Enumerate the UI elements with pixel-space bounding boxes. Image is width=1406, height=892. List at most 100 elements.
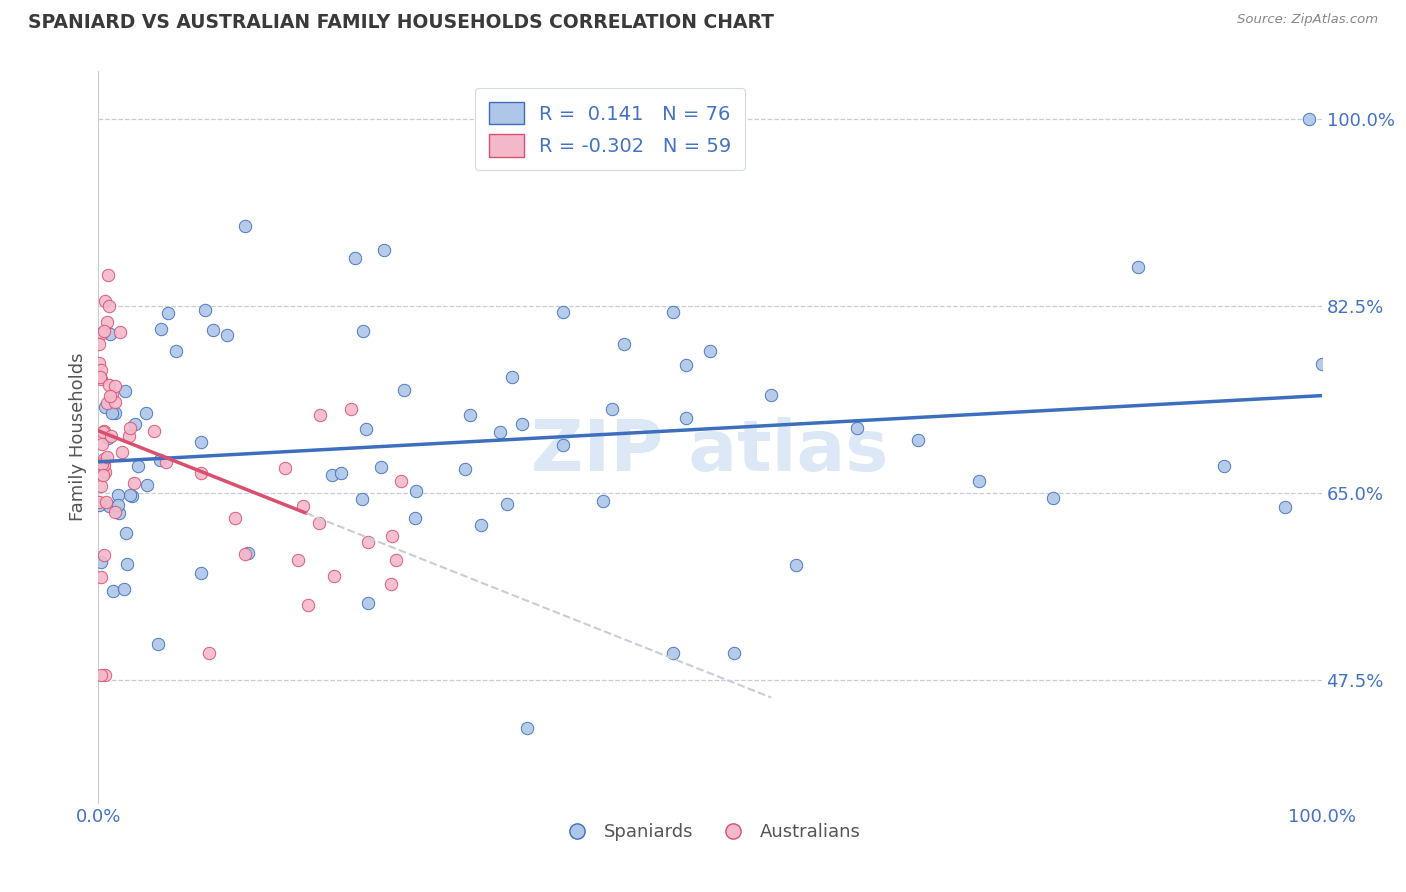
Point bbox=[845, 420, 868, 434]
Point bbox=[389, 474, 412, 488]
Point bbox=[785, 558, 807, 572]
Point bbox=[91, 468, 114, 483]
Point bbox=[91, 457, 114, 471]
Point bbox=[1212, 459, 1234, 474]
Point bbox=[90, 667, 112, 681]
Point bbox=[495, 497, 517, 511]
Point bbox=[101, 406, 124, 420]
Point bbox=[93, 667, 115, 681]
Point bbox=[404, 511, 426, 525]
Point bbox=[124, 417, 146, 431]
Text: ZIP atlas: ZIP atlas bbox=[531, 417, 889, 486]
Point bbox=[94, 466, 117, 480]
Point bbox=[150, 322, 173, 336]
Point bbox=[454, 462, 477, 476]
Point bbox=[146, 637, 169, 651]
Point bbox=[515, 721, 537, 735]
Point bbox=[101, 583, 124, 598]
Point bbox=[292, 499, 315, 513]
Point bbox=[323, 568, 346, 582]
Point bbox=[90, 555, 112, 569]
Y-axis label: Family Households: Family Households bbox=[69, 353, 87, 521]
Point bbox=[98, 299, 121, 313]
Text: Source: ZipAtlas.com: Source: ZipAtlas.com bbox=[1237, 13, 1378, 27]
Point bbox=[354, 422, 377, 436]
Point bbox=[120, 488, 142, 502]
Point bbox=[675, 411, 697, 425]
Point bbox=[127, 458, 149, 473]
Point bbox=[135, 406, 157, 420]
Point bbox=[142, 424, 165, 438]
Point bbox=[96, 396, 118, 410]
Point bbox=[118, 421, 141, 435]
Point bbox=[233, 219, 256, 234]
Point bbox=[287, 553, 309, 567]
Point bbox=[98, 389, 121, 403]
Point bbox=[501, 370, 523, 384]
Point bbox=[381, 529, 404, 543]
Point bbox=[190, 434, 212, 449]
Point bbox=[613, 336, 636, 351]
Point bbox=[224, 511, 246, 525]
Point bbox=[89, 370, 111, 384]
Point bbox=[662, 304, 685, 318]
Point bbox=[392, 383, 416, 397]
Point bbox=[190, 566, 212, 581]
Point bbox=[1298, 112, 1320, 127]
Point bbox=[352, 324, 374, 338]
Point bbox=[97, 268, 120, 283]
Point bbox=[675, 358, 697, 372]
Point bbox=[93, 401, 115, 415]
Point bbox=[93, 458, 115, 472]
Point bbox=[155, 455, 177, 469]
Point bbox=[236, 546, 259, 560]
Point bbox=[553, 304, 575, 318]
Point bbox=[165, 343, 187, 358]
Point bbox=[89, 495, 111, 509]
Point bbox=[202, 323, 225, 337]
Point bbox=[90, 479, 112, 493]
Point bbox=[321, 467, 343, 482]
Point bbox=[357, 596, 380, 610]
Legend: Spaniards, Australians: Spaniards, Australians bbox=[551, 816, 869, 848]
Point bbox=[340, 402, 363, 417]
Point bbox=[370, 459, 392, 474]
Point bbox=[87, 355, 110, 369]
Point bbox=[510, 417, 533, 431]
Point bbox=[662, 646, 685, 660]
Point bbox=[1042, 491, 1064, 506]
Point bbox=[96, 315, 118, 329]
Point bbox=[98, 327, 121, 342]
Point bbox=[94, 495, 117, 509]
Point bbox=[90, 363, 112, 377]
Point bbox=[101, 388, 124, 402]
Point bbox=[1274, 500, 1296, 514]
Point bbox=[385, 553, 408, 567]
Point bbox=[91, 425, 114, 440]
Point bbox=[93, 424, 115, 438]
Point bbox=[121, 490, 143, 504]
Point bbox=[122, 475, 145, 490]
Point bbox=[93, 293, 115, 308]
Point bbox=[107, 499, 129, 513]
Point bbox=[553, 438, 575, 452]
Point bbox=[380, 577, 402, 591]
Point bbox=[100, 429, 122, 443]
Point bbox=[308, 408, 330, 422]
Point bbox=[373, 244, 395, 258]
Point bbox=[93, 324, 115, 338]
Point bbox=[907, 434, 929, 448]
Point bbox=[97, 431, 120, 445]
Point bbox=[104, 379, 127, 393]
Point bbox=[197, 646, 219, 660]
Point bbox=[93, 548, 115, 562]
Point bbox=[103, 406, 125, 420]
Point bbox=[297, 599, 319, 613]
Point bbox=[967, 474, 990, 488]
Text: SPANIARD VS AUSTRALIAN FAMILY HOUSEHOLDS CORRELATION CHART: SPANIARD VS AUSTRALIAN FAMILY HOUSEHOLDS… bbox=[28, 13, 775, 32]
Point bbox=[592, 493, 614, 508]
Point bbox=[112, 582, 135, 596]
Point bbox=[723, 646, 745, 660]
Point bbox=[405, 484, 427, 499]
Point bbox=[89, 498, 111, 512]
